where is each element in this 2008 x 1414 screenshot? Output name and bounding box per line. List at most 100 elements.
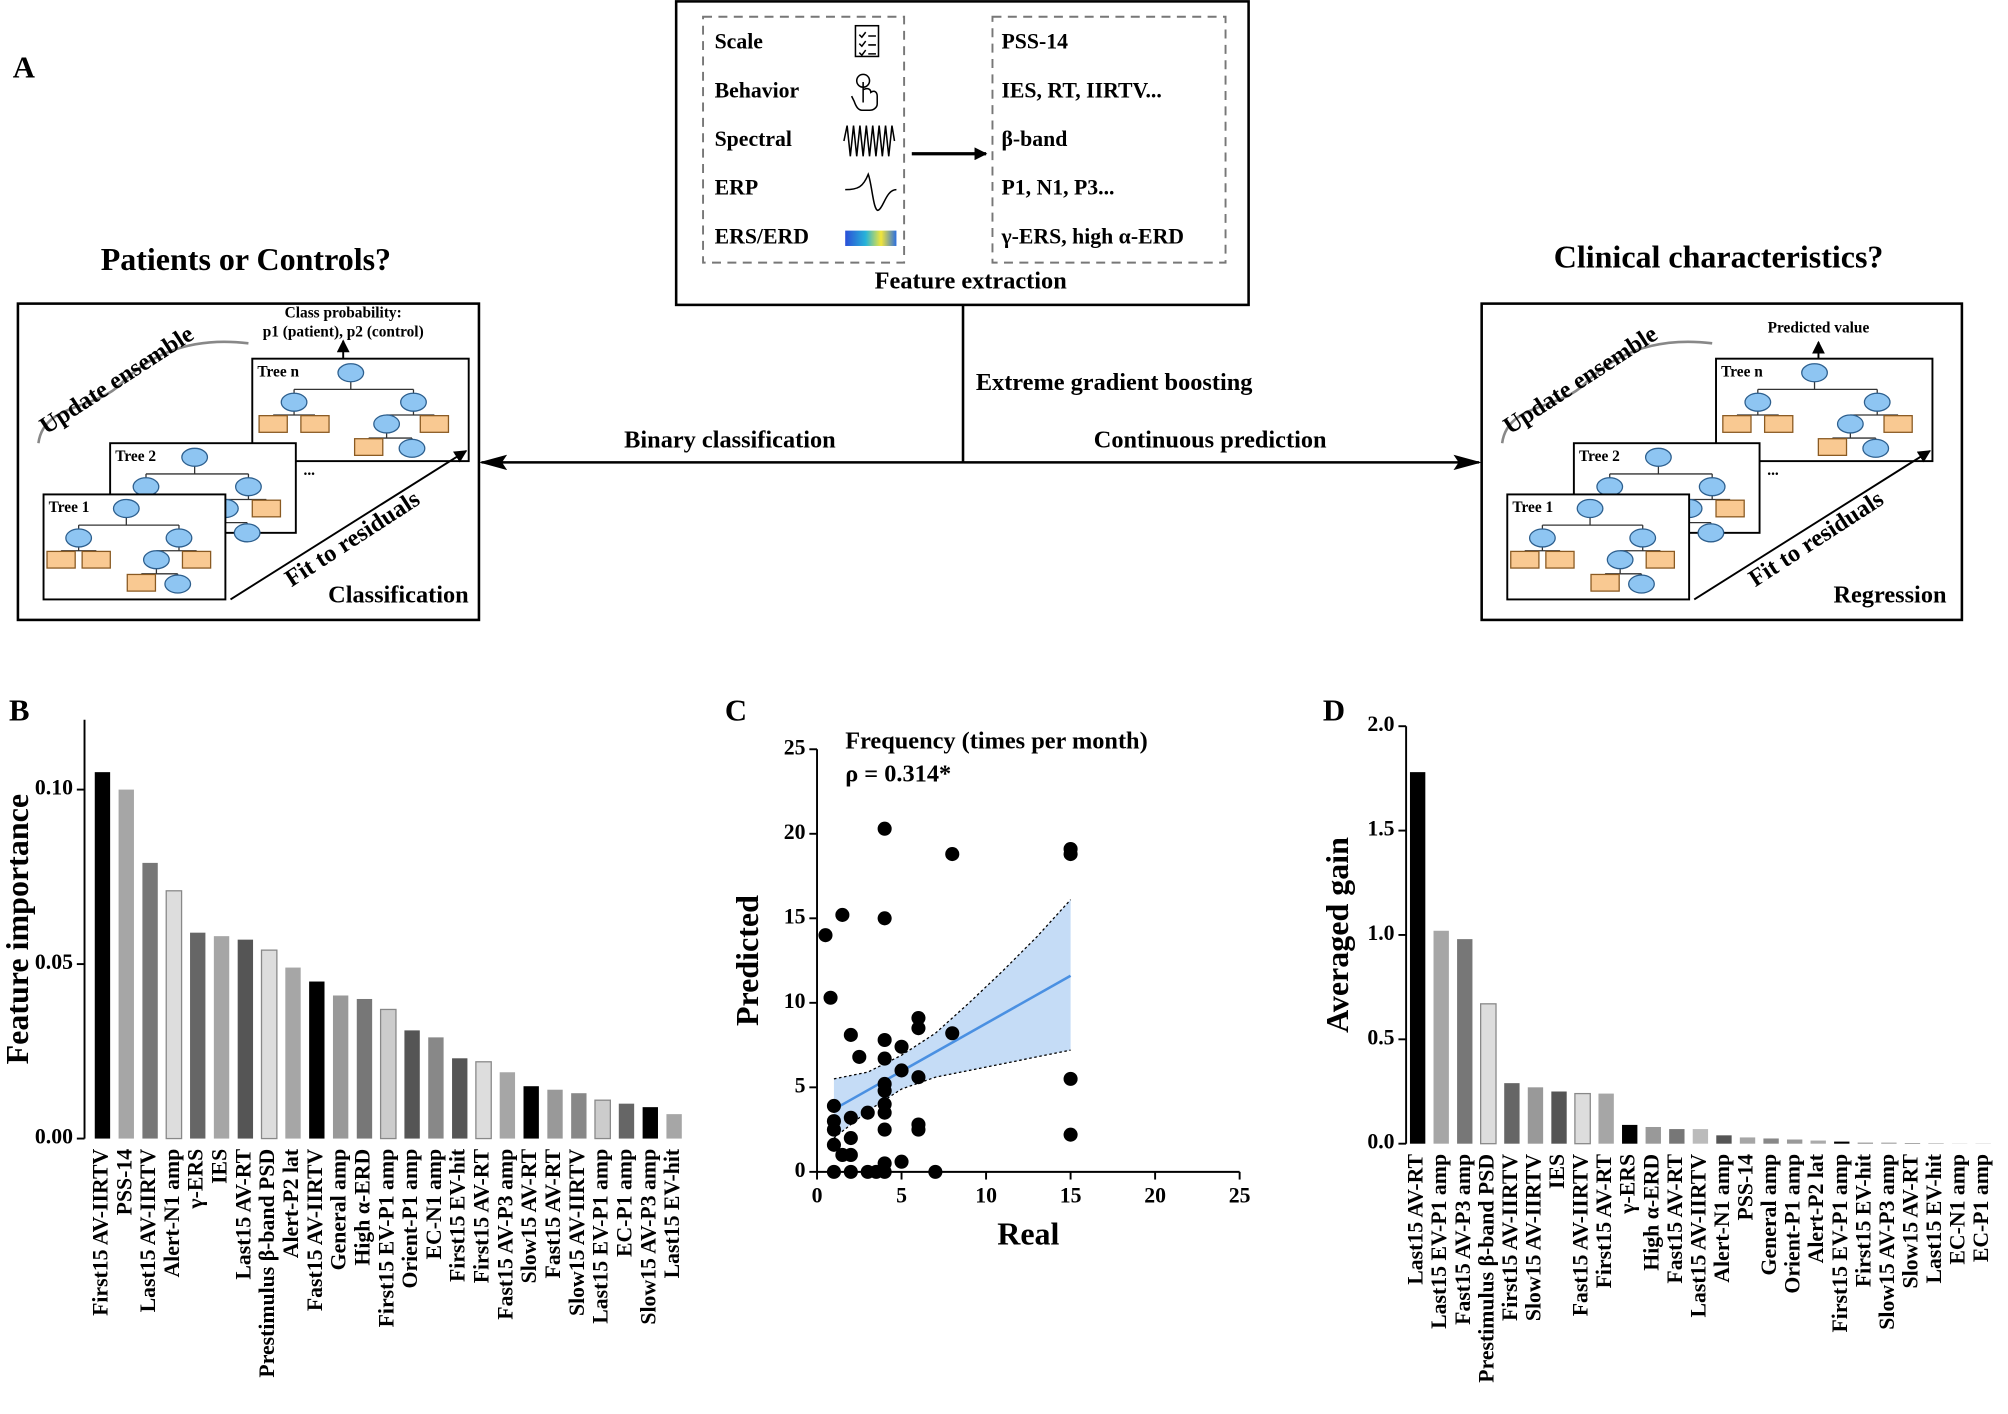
- tree: Tree n: [1715, 357, 1934, 463]
- ellipsis: ...: [1767, 462, 1779, 479]
- tree-node: [132, 477, 160, 497]
- point: [826, 1137, 841, 1152]
- bar: [213, 936, 230, 1139]
- x-tick-label: Last15 AV-RT: [231, 1148, 255, 1279]
- x-tick-label: Alert-P2 lat: [279, 1148, 303, 1258]
- x-tick-label: First15 AV-IIRTV: [1498, 1154, 1522, 1321]
- tree-leaf: [1817, 438, 1848, 456]
- tree-node: [1528, 528, 1556, 548]
- x-tick-label: First15 EV-P1 amp: [374, 1149, 398, 1328]
- point: [1063, 847, 1078, 862]
- caption: Feature extraction: [875, 268, 1068, 295]
- x-tick-label: PSS-14: [1734, 1154, 1758, 1221]
- tree-edge: [155, 546, 198, 553]
- x-tick-label: EC-N1 amp: [1946, 1154, 1970, 1265]
- point: [1063, 1127, 1078, 1142]
- y-tick-label: 2.0: [1367, 712, 1394, 736]
- point: [823, 990, 838, 1005]
- tree-node: [142, 550, 170, 570]
- x-tick-label: PSS-14: [112, 1149, 136, 1216]
- x-tick-label: Slow15 AV-IIRTV: [565, 1149, 589, 1316]
- point: [843, 1164, 858, 1179]
- x-tick-label: 15: [1060, 1183, 1082, 1207]
- tree-leaf: [1645, 550, 1676, 569]
- tree-edge: [385, 411, 436, 417]
- tree-edge: [368, 432, 413, 440]
- point: [945, 847, 960, 862]
- bar: [1716, 1135, 1732, 1144]
- bar: [1857, 1142, 1874, 1144]
- bar: [118, 789, 134, 1139]
- question: Clinical characteristics?: [1554, 238, 1884, 274]
- bar: [1409, 772, 1426, 1144]
- tree-node: [1576, 498, 1604, 519]
- x-tick-label: IES: [1545, 1154, 1569, 1189]
- point: [911, 1122, 926, 1137]
- tree-node: [112, 498, 140, 519]
- model-box: [1480, 302, 1964, 622]
- tree-edge: [293, 381, 415, 395]
- x-tick-label: First15 AV-RT: [470, 1148, 494, 1283]
- method-label: Extreme gradient boosting: [976, 369, 1253, 396]
- x-tick-label: Fast15 AV-IIRTV: [1569, 1154, 1593, 1317]
- bar: [642, 1107, 658, 1139]
- point: [826, 1098, 841, 1113]
- x-tick-label: High α-ERD: [350, 1149, 374, 1266]
- x-tick-label: Alert-P2 lat: [1804, 1153, 1828, 1263]
- tree: Tree n: [251, 357, 470, 463]
- tree-leaf: [181, 550, 212, 569]
- feature-label: β-band: [1001, 127, 1067, 151]
- bar: [1504, 1083, 1520, 1144]
- ci-bound: [833, 899, 1072, 1080]
- x-tick-label: Slow15 AV-P3 amp: [1875, 1154, 1899, 1330]
- fit-label: Fit to residuals: [1744, 485, 1889, 592]
- bar: [594, 1099, 611, 1140]
- y-tick-label: 0.00: [35, 1125, 73, 1149]
- x-tick-label: Last15 AV-IIRTV: [136, 1149, 160, 1313]
- x-tick-label: EC-P1 amp: [612, 1149, 636, 1257]
- point: [911, 1070, 926, 1085]
- bar: [142, 862, 158, 1139]
- tree-node: [1644, 447, 1672, 467]
- point: [843, 1147, 858, 1163]
- tree-node: [181, 447, 209, 467]
- tree-node: [1606, 550, 1634, 570]
- y-tick-label: 0.0: [1367, 1130, 1394, 1154]
- point: [877, 911, 892, 926]
- fit-line: [833, 974, 1072, 1111]
- model-label: Regression: [1833, 581, 1947, 608]
- bar: [618, 1103, 635, 1139]
- point: [877, 1122, 892, 1137]
- bar: [1551, 1091, 1567, 1144]
- x-tick-label: General amp: [327, 1149, 351, 1271]
- icon-erp: [845, 172, 897, 211]
- tree-edge: [1524, 546, 1561, 553]
- point: [877, 821, 892, 836]
- tree-leaf: [419, 415, 450, 433]
- tree-edge: [1831, 432, 1877, 440]
- update-label: Update ensemble: [35, 320, 199, 440]
- point: [860, 1105, 875, 1120]
- tree-edge: [1541, 517, 1644, 531]
- x-tick-label: General amp: [1757, 1154, 1781, 1276]
- y-axis-label: Predicted: [729, 895, 765, 1026]
- tree-node: [1596, 477, 1624, 497]
- source-label: Behavior: [715, 78, 800, 102]
- bar: [1433, 930, 1449, 1144]
- point: [894, 1063, 909, 1078]
- bar: [190, 932, 206, 1139]
- x-tick-label: Prestimulus β-band PSD: [255, 1149, 279, 1378]
- fit-arrow: [229, 450, 468, 601]
- dashed-box: [702, 15, 906, 264]
- tree-node: [1698, 477, 1726, 497]
- icon-ersd: [845, 230, 897, 246]
- tree-leaf: [300, 415, 330, 433]
- ci-bound: [833, 1049, 1071, 1139]
- tree-edge: [1849, 411, 1899, 417]
- bar: [285, 967, 301, 1139]
- point: [843, 1131, 858, 1146]
- point: [911, 1010, 926, 1026]
- x-tick-label: First15 EV-hit: [446, 1148, 470, 1282]
